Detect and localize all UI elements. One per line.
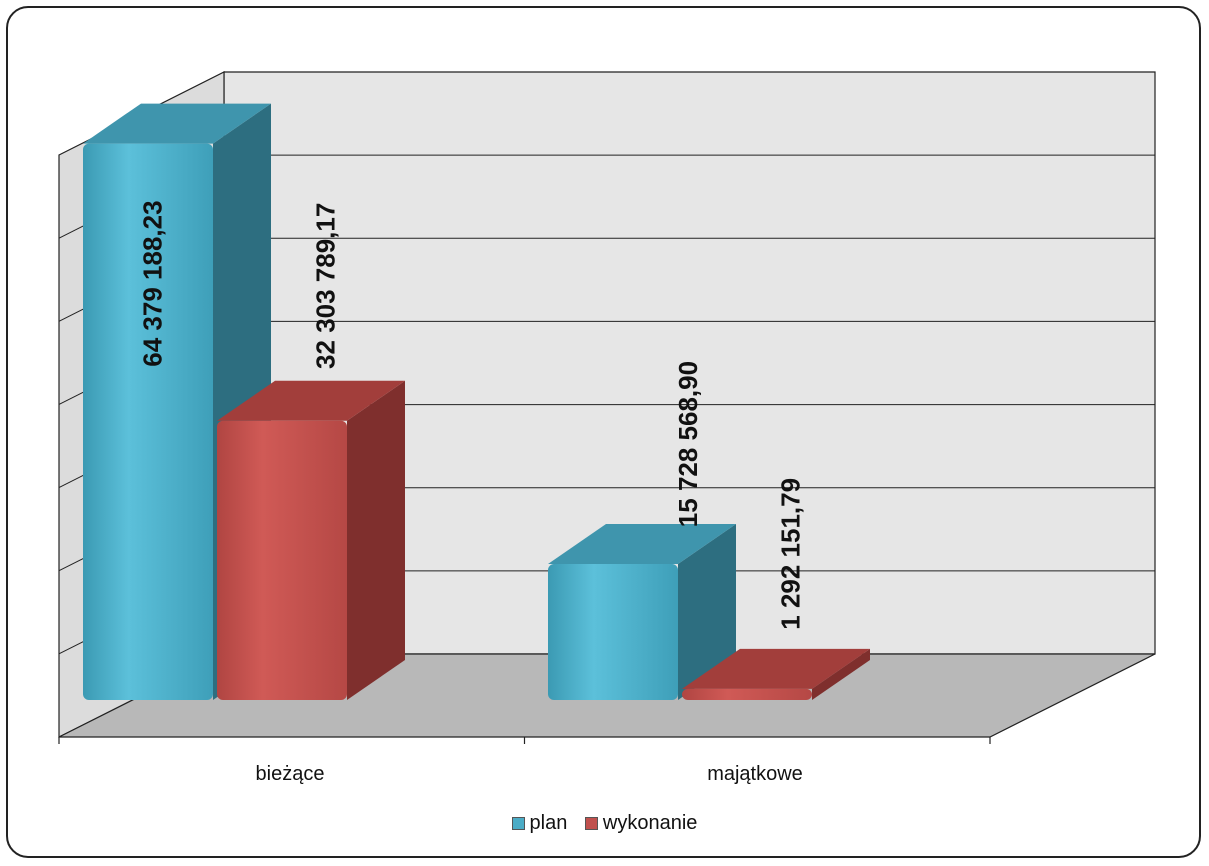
- legend-swatch-wykonanie: [584, 817, 598, 830]
- data-label-wykonanie-1: 1 292 151,79: [775, 478, 805, 630]
- legend-item-plan: plan: [511, 812, 568, 835]
- bar-wykonanie-1: [682, 688, 812, 700]
- category-label-1: majątkowe: [707, 763, 803, 785]
- bar-top-wykonanie-1: [682, 648, 870, 689]
- data-label-wykonanie-0: 32 303 789,17: [310, 203, 340, 369]
- bar-side-plan-1: [678, 524, 736, 700]
- legend-swatch-plan: [511, 817, 525, 830]
- bar-side-wykonanie-1: [812, 648, 870, 700]
- bar-side-wykonanie-0: [347, 380, 405, 700]
- legend-label-plan: plan: [529, 812, 568, 834]
- labels-group: 64 379 188,23 32 303 789,17 bieżące 15 728 …: [137, 200, 805, 785]
- data-label-plan-1: 15 728 568,90: [673, 361, 703, 527]
- bar-top-plan-1: [548, 524, 736, 565]
- legend: plan wykonanie: [0, 812, 1209, 836]
- bar-plan-0: [83, 143, 213, 700]
- data-label-plan-0: 64 379 188,23: [137, 200, 167, 366]
- legend-item-wykonanie: wykonanie: [584, 812, 698, 835]
- category-label-0: bieżące: [256, 763, 325, 785]
- bar-wykonanie-0: [217, 420, 347, 700]
- legend-label-wykonanie: wykonanie: [602, 812, 698, 834]
- bar-plan-1: [548, 564, 678, 700]
- bars-group: [83, 103, 870, 700]
- bar-top-wykonanie-0: [217, 380, 405, 421]
- bar-top-plan-0: [83, 103, 271, 144]
